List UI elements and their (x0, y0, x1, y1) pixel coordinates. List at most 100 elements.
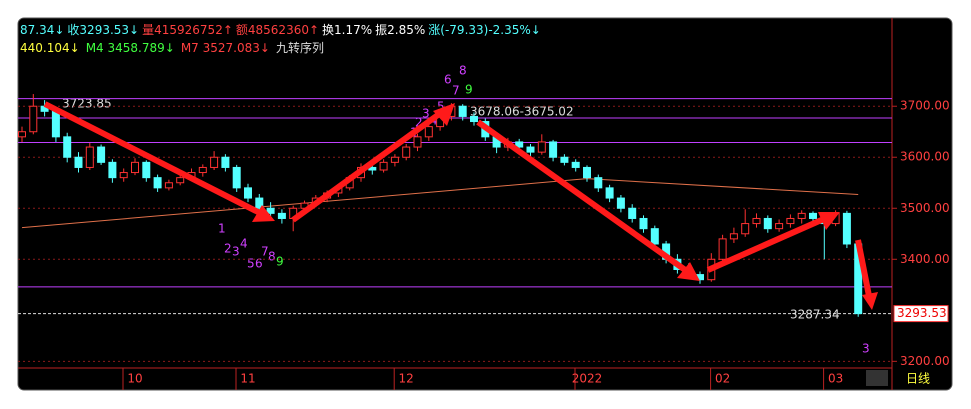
candle-body (232, 166, 241, 189)
last-price-tag (893, 305, 949, 323)
candle-body (605, 187, 614, 199)
h: 440.104↓ (20, 41, 80, 55)
candle-body (594, 177, 603, 189)
h: 换1.17% (322, 23, 372, 37)
candle-body (402, 146, 411, 158)
n: 7 (452, 84, 460, 98)
candle-body (797, 212, 806, 219)
annotation: 3723.85 (62, 97, 112, 111)
candle-body (571, 161, 580, 168)
nine-count-a: 1 2 34 5 67 8 9 (218, 222, 284, 271)
candle-body (390, 156, 399, 163)
candle-body (583, 166, 591, 179)
candle-body (63, 136, 72, 158)
n: 4 (240, 237, 248, 251)
candle-body (650, 228, 659, 245)
x-tick-label: 03 (828, 372, 843, 386)
y-tick-label: 3200.00 (900, 354, 950, 368)
candle-body (741, 223, 750, 235)
n: 1 (218, 222, 226, 236)
candle-body (85, 146, 94, 168)
candle-body (244, 187, 252, 199)
candle-body (752, 217, 761, 225)
h: 振2.85% (375, 23, 425, 37)
n: 7 (261, 245, 269, 259)
candle-body (221, 156, 230, 168)
h: 九转序列 (276, 40, 324, 55)
candle-body (526, 146, 535, 153)
scroll-button[interactable] (866, 370, 888, 386)
candle-body (379, 161, 388, 171)
candle-body (198, 166, 207, 174)
x-tick-label: 11 (240, 372, 255, 386)
h: 涨(-79.33)-2.35%↓ (428, 22, 541, 37)
nine-count-c: 3 (862, 342, 870, 356)
annotation: 3678.06-3675.02 (470, 105, 574, 119)
h: 额48562360↑ (236, 23, 319, 37)
header-line1: 87.34↓ 收3293.53↓ 量415926752↑ 额48562360↑ 换1.1… (20, 22, 541, 37)
header-line2: 440.104↓ M4 3458.789↓ M7 3527.083↓ 九转序列 (20, 40, 324, 55)
candle-body (628, 207, 637, 219)
candle-body (413, 136, 422, 148)
candle-body (786, 217, 795, 225)
candle-body (97, 146, 106, 163)
y-tick-label: 3700.00 (900, 99, 950, 113)
last-price-label: 3293.53 (897, 306, 947, 320)
y-tick-label: 3400.00 (900, 252, 950, 266)
trend-arrows (43, 101, 878, 310)
candle-body (560, 156, 569, 163)
candle-body (176, 177, 185, 184)
candle-body (108, 161, 117, 179)
n: 9 (465, 83, 473, 97)
n: 6 (255, 257, 263, 271)
candle-body (153, 177, 162, 189)
n: 8 (268, 250, 276, 264)
candle-body (142, 161, 151, 179)
candle-body (458, 105, 467, 117)
candle-body (210, 156, 219, 168)
h: 87.34↓ (20, 23, 64, 37)
n: 8 (459, 64, 467, 78)
candle-body (18, 131, 26, 138)
candle-body (277, 212, 286, 219)
candle-body (549, 141, 558, 158)
candle-body (424, 126, 433, 138)
candle-body (51, 110, 60, 138)
n: 3 (422, 107, 430, 121)
candle-body (537, 141, 546, 153)
h: 量415926752↑ (142, 23, 233, 37)
n: 9 (276, 255, 284, 269)
x-tick-label: 02 (715, 372, 730, 386)
candle-body (842, 212, 851, 245)
candle-body (164, 182, 173, 189)
candle-body (515, 141, 524, 148)
candle-body (266, 207, 275, 214)
candle-body (255, 197, 264, 209)
h: M4 3458.789↓ (86, 41, 175, 55)
n: 6 (444, 73, 452, 87)
n: 2 (415, 116, 423, 130)
candle-body (131, 161, 139, 174)
n: 2 (224, 242, 232, 256)
candle-body (119, 172, 128, 179)
n: 5 (247, 257, 255, 271)
h: 收3293.53↓ (67, 23, 139, 37)
candle-body (718, 238, 727, 260)
candle-body (775, 223, 784, 230)
n: 3 (232, 245, 240, 259)
h: M7 3527.083↓ (181, 41, 270, 55)
chart-frame (17, 17, 953, 391)
period-label[interactable]: 日线 (906, 372, 930, 386)
x-tick-label: 12 (399, 372, 414, 386)
candle-body (616, 197, 625, 209)
candle-body (29, 105, 38, 133)
candle-body (470, 115, 478, 123)
y-tick-label: 3500.00 (900, 201, 950, 215)
candle-body (809, 212, 817, 219)
y-tick-label: 3600.00 (900, 150, 950, 164)
candle-body (639, 217, 648, 230)
annotation: 3287.34 (790, 308, 840, 322)
x-tick-label: 10 (127, 372, 142, 386)
candle-body (729, 233, 738, 240)
